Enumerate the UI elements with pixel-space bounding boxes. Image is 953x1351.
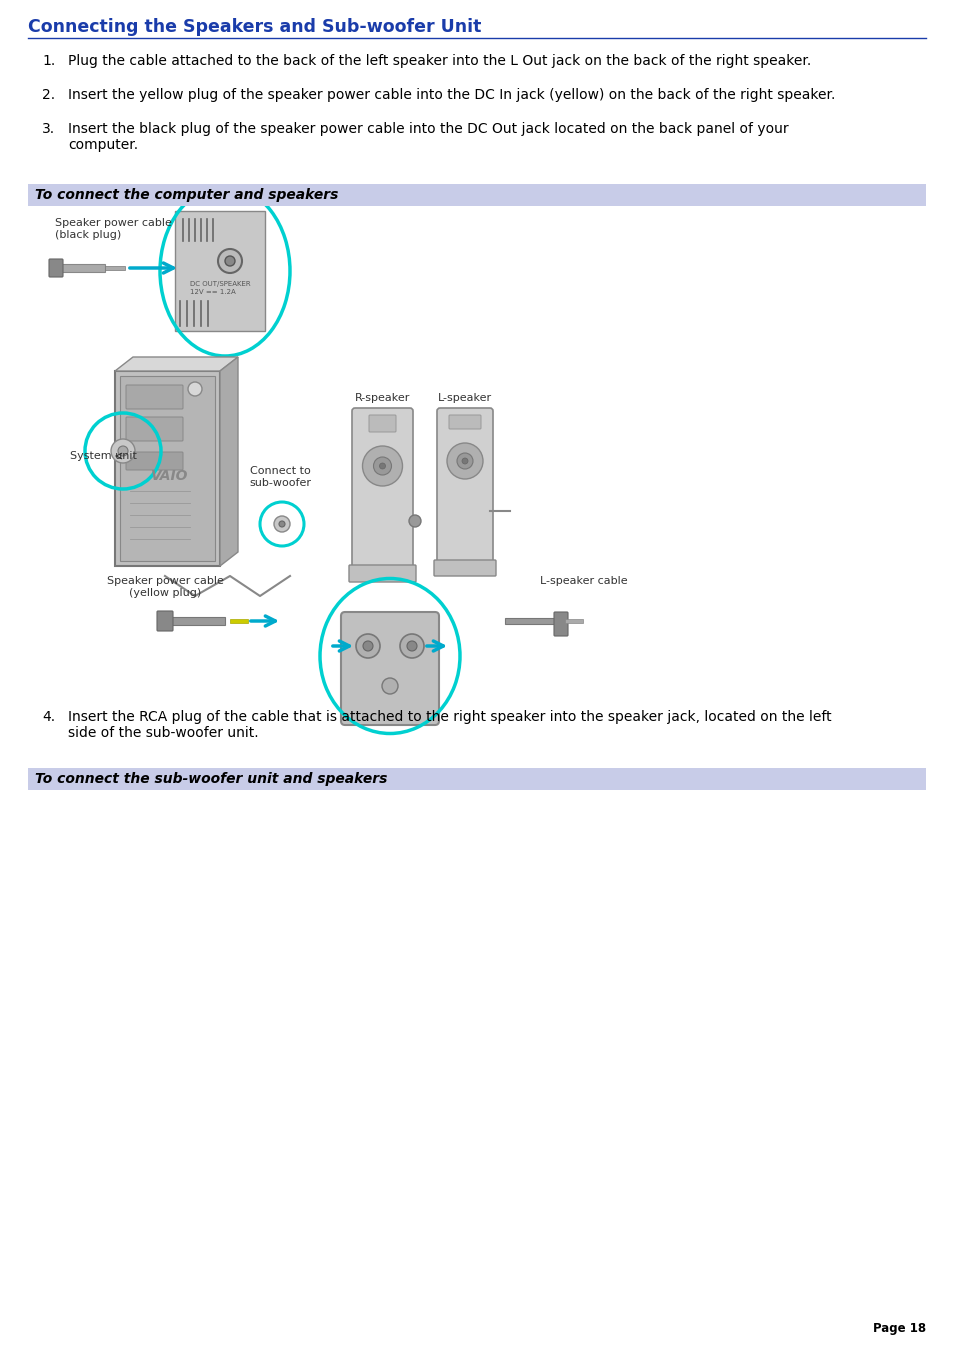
Text: VAIO: VAIO: [152, 469, 189, 484]
FancyBboxPatch shape: [436, 408, 493, 569]
FancyBboxPatch shape: [170, 617, 225, 626]
Text: Speaker power cable
(black plug): Speaker power cable (black plug): [55, 218, 172, 239]
Polygon shape: [220, 357, 237, 566]
Text: Connecting the Speakers and Sub-woofer Unit: Connecting the Speakers and Sub-woofer U…: [28, 18, 481, 36]
FancyBboxPatch shape: [554, 612, 567, 636]
Polygon shape: [115, 357, 237, 372]
FancyBboxPatch shape: [28, 205, 925, 696]
Text: Plug the cable attached to the back of the left speaker into the L Out jack on t: Plug the cable attached to the back of t…: [68, 54, 810, 68]
Circle shape: [374, 457, 391, 476]
Circle shape: [456, 453, 473, 469]
FancyBboxPatch shape: [174, 211, 265, 331]
FancyBboxPatch shape: [352, 408, 413, 574]
FancyBboxPatch shape: [49, 259, 63, 277]
Text: 4.: 4.: [42, 711, 55, 724]
Circle shape: [379, 463, 385, 469]
Circle shape: [461, 458, 468, 463]
Circle shape: [381, 678, 397, 694]
Circle shape: [111, 439, 135, 463]
Circle shape: [278, 521, 285, 527]
Text: 2.: 2.: [42, 88, 55, 101]
Text: System unit: System unit: [70, 451, 136, 461]
Text: To connect the computer and speakers: To connect the computer and speakers: [35, 188, 338, 203]
Circle shape: [218, 249, 242, 273]
Circle shape: [363, 640, 373, 651]
FancyBboxPatch shape: [230, 619, 248, 623]
Circle shape: [225, 255, 234, 266]
Text: DC OUT/SPEAKER: DC OUT/SPEAKER: [190, 281, 251, 286]
Text: Insert the black plug of the speaker power cable into the DC Out jack located on: Insert the black plug of the speaker pow…: [68, 122, 788, 153]
Text: To connect the sub-woofer unit and speakers: To connect the sub-woofer unit and speak…: [35, 771, 387, 786]
FancyBboxPatch shape: [28, 184, 925, 205]
FancyBboxPatch shape: [434, 561, 496, 576]
FancyBboxPatch shape: [115, 372, 220, 566]
Circle shape: [407, 640, 416, 651]
Circle shape: [188, 382, 202, 396]
Circle shape: [274, 516, 290, 532]
FancyBboxPatch shape: [126, 417, 183, 440]
Circle shape: [409, 515, 420, 527]
FancyBboxPatch shape: [449, 415, 480, 430]
Circle shape: [447, 443, 482, 480]
Text: L-speaker: L-speaker: [437, 393, 492, 403]
FancyBboxPatch shape: [126, 453, 183, 470]
Circle shape: [399, 634, 423, 658]
Circle shape: [355, 634, 379, 658]
FancyBboxPatch shape: [60, 263, 105, 272]
FancyBboxPatch shape: [340, 612, 438, 725]
FancyBboxPatch shape: [120, 376, 214, 561]
FancyBboxPatch shape: [504, 617, 555, 624]
Text: Speaker power cable
(yellow plug): Speaker power cable (yellow plug): [107, 576, 223, 597]
Text: Page 18: Page 18: [872, 1323, 925, 1335]
FancyBboxPatch shape: [369, 415, 395, 432]
Text: Insert the yellow plug of the speaker power cable into the DC In jack (yellow) o: Insert the yellow plug of the speaker po…: [68, 88, 835, 101]
FancyBboxPatch shape: [105, 266, 125, 270]
Text: L-speaker cable: L-speaker cable: [539, 576, 627, 586]
Text: Insert the RCA plug of the cable that is attached to the right speaker into the : Insert the RCA plug of the cable that is…: [68, 711, 831, 740]
Text: R-speaker: R-speaker: [355, 393, 410, 403]
Circle shape: [362, 446, 402, 486]
Text: 1.: 1.: [42, 54, 55, 68]
FancyBboxPatch shape: [126, 385, 183, 409]
Text: Connect to
sub-woofer: Connect to sub-woofer: [249, 466, 311, 488]
Circle shape: [118, 446, 128, 457]
Text: 12V == 1.2A: 12V == 1.2A: [190, 289, 235, 295]
FancyBboxPatch shape: [28, 767, 925, 790]
Text: 3.: 3.: [42, 122, 55, 136]
FancyBboxPatch shape: [564, 619, 582, 623]
FancyBboxPatch shape: [349, 565, 416, 582]
FancyBboxPatch shape: [157, 611, 172, 631]
